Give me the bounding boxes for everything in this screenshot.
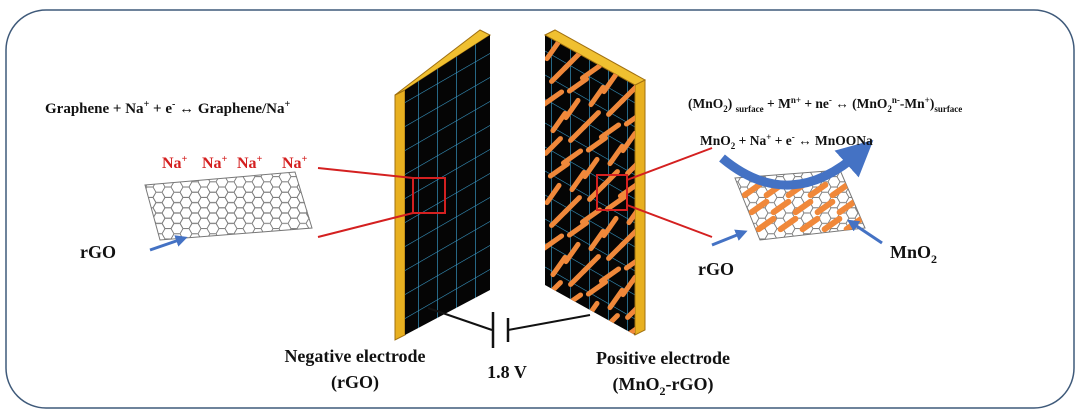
- streak: [560, 148, 584, 166]
- streak: [545, 233, 565, 251]
- streak: [755, 215, 777, 233]
- streak: [623, 253, 635, 271]
- sheet-label: rGO: [698, 259, 734, 279]
- streak: [582, 156, 600, 180]
- streak: [547, 161, 571, 179]
- pointer-arrow: [711, 229, 748, 247]
- streak: [625, 156, 635, 176]
- streak: [579, 207, 603, 225]
- streak: [581, 254, 601, 274]
- ion-label: Na+: [282, 154, 308, 172]
- ion-label: Na+: [237, 154, 263, 172]
- streak: [545, 38, 562, 62]
- streak: [566, 76, 590, 94]
- pointer-arrow: [149, 235, 188, 252]
- streak: [829, 181, 851, 199]
- streak: [814, 198, 836, 216]
- graphene-sheet: [150, 182, 310, 230]
- streak: [562, 51, 582, 71]
- electrode-subtitle: (rGO): [331, 372, 379, 393]
- electrode-subtitle: (MnO2-rGO): [613, 374, 714, 398]
- streak: [623, 109, 635, 127]
- streak: [741, 181, 763, 199]
- streak: [585, 135, 609, 153]
- electrode-edge: [543, 29, 647, 86]
- streak: [619, 84, 635, 104]
- reaction-arrow: [719, 139, 874, 190]
- streak: [545, 89, 565, 107]
- streak: [545, 182, 562, 206]
- electrode-title: Negative electrode: [284, 346, 425, 366]
- zoom-box: [412, 177, 446, 214]
- streak: [620, 274, 635, 298]
- streak: [792, 198, 814, 216]
- streak: [588, 84, 606, 108]
- streak: [807, 181, 829, 199]
- streak: [598, 122, 622, 140]
- streak: [579, 63, 603, 81]
- streak: [601, 215, 619, 239]
- sheet-label: rGO: [80, 242, 116, 262]
- oxide-label: MnO2: [890, 242, 937, 266]
- streak: [585, 279, 609, 297]
- streak: [563, 241, 581, 265]
- ion-label: Na+: [202, 154, 228, 172]
- ion-label: Na+: [162, 154, 188, 172]
- streak: [607, 143, 625, 167]
- pointer-arrow: [847, 219, 883, 245]
- streak: [601, 71, 619, 95]
- streak: [836, 198, 858, 216]
- voltage: 1.8 V: [487, 362, 527, 382]
- streak: [587, 326, 607, 335]
- zoom-box: [596, 174, 628, 211]
- zoom-line: [626, 147, 713, 181]
- streak: [563, 97, 581, 121]
- electrode-edge: [634, 79, 646, 336]
- streak: [604, 194, 628, 212]
- streak: [617, 181, 635, 199]
- streak: [550, 254, 568, 278]
- streak: [626, 202, 635, 226]
- equation: Graphene + Na+ + e- ↔ Graphene/Na+: [45, 99, 291, 117]
- streak: [620, 130, 635, 154]
- streak: [566, 220, 590, 238]
- frame: [5, 9, 1075, 409]
- streak: [545, 136, 563, 156]
- streak: [619, 228, 635, 248]
- streak: [748, 198, 770, 216]
- ion-labels: Na+ Na+ Na+ Na+: [162, 154, 308, 172]
- streak: [625, 300, 635, 320]
- streak: [562, 195, 582, 215]
- electrode-title: Positive electrode: [596, 348, 730, 368]
- streak: [588, 228, 606, 252]
- zoom-line: [317, 167, 414, 179]
- streak: [777, 215, 799, 233]
- wire: [507, 314, 591, 331]
- streak: [569, 169, 587, 193]
- equation: (MnO2) surface + Mn+ + ne- ↔ (MnO2n--Mn+…: [688, 95, 962, 114]
- streak: [821, 215, 843, 233]
- streak: [550, 110, 568, 134]
- wire: [427, 307, 493, 331]
- mno2-streaks: [741, 181, 865, 233]
- streak: [581, 110, 601, 130]
- streak: [598, 266, 622, 284]
- streak: [799, 215, 821, 233]
- equation: MnO2 + Na+ + e- ↔ MnOONa: [700, 132, 873, 151]
- zoom-line: [317, 212, 414, 238]
- zoom-line: [626, 204, 713, 238]
- streak: [770, 198, 792, 216]
- negative-electrode: [405, 35, 490, 335]
- streak: [607, 287, 625, 311]
